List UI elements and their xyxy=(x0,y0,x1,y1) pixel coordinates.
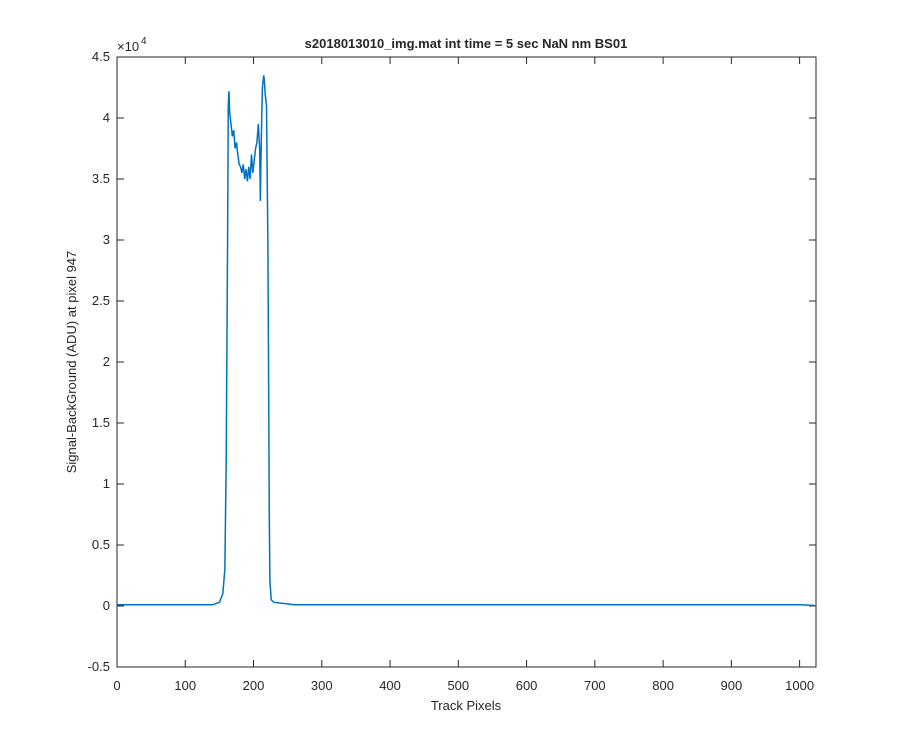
y-tick-label: 1.5 xyxy=(92,415,110,430)
y-tick-label: 3 xyxy=(103,232,110,247)
x-tick-label: 200 xyxy=(243,678,265,693)
y-multiplier: ×10 xyxy=(117,39,139,54)
y-multiplier-exponent: 4 xyxy=(141,36,147,47)
y-tick-label: 3.5 xyxy=(92,171,110,186)
x-tick-label: 700 xyxy=(584,678,606,693)
y-tick-label: 4.5 xyxy=(92,49,110,64)
y-tick-label: 0 xyxy=(103,598,110,613)
x-tick-label: 400 xyxy=(379,678,401,693)
y-tick-label: 1 xyxy=(103,476,110,491)
x-tick-label: 500 xyxy=(447,678,469,693)
x-tick-label: 0 xyxy=(113,678,120,693)
y-axis-label: Signal-BackGround (ADU) at pixel 947 xyxy=(64,251,79,474)
data-line xyxy=(117,75,817,607)
chart-title: s2018013010_img.mat int time = 5 sec NaN… xyxy=(305,36,628,51)
x-tick-label: 600 xyxy=(516,678,538,693)
x-tick-label: 800 xyxy=(652,678,674,693)
x-tick-label: 900 xyxy=(721,678,743,693)
x-tick-label: 1000 xyxy=(785,678,814,693)
x-tick-label: 300 xyxy=(311,678,333,693)
y-tick-label: 4 xyxy=(103,110,110,125)
y-tick-label: 2.5 xyxy=(92,293,110,308)
y-tick-label: 0.5 xyxy=(92,537,110,552)
y-tick-label: -0.5 xyxy=(88,659,110,674)
x-tick-label: 100 xyxy=(174,678,196,693)
x-axis-label: Track Pixels xyxy=(431,698,502,713)
plot-area xyxy=(116,56,817,668)
y-tick-label: 2 xyxy=(103,354,110,369)
